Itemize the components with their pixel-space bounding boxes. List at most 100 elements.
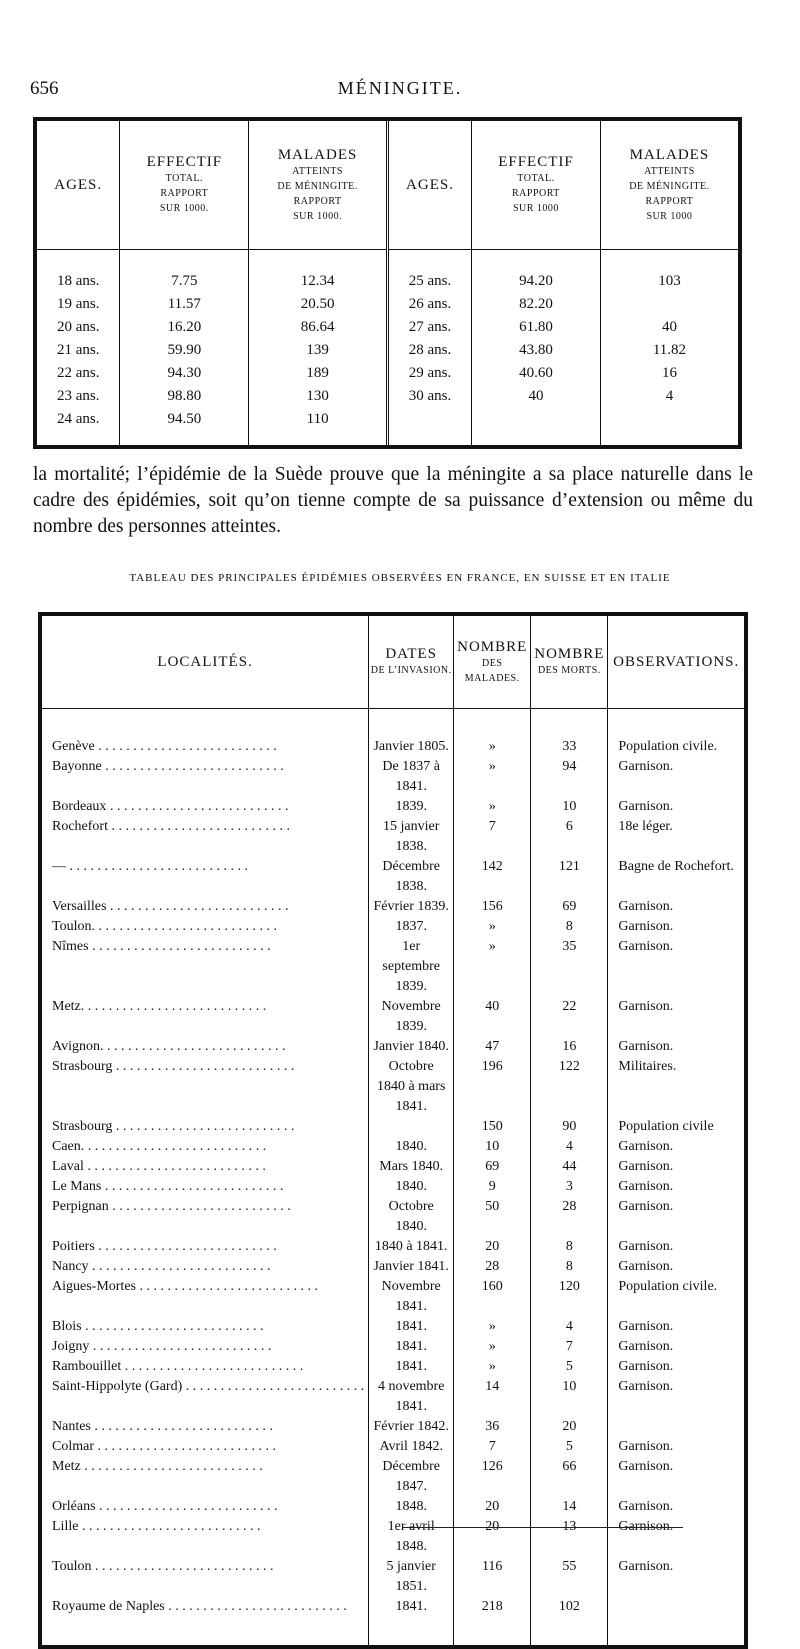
table-cell: Aigues-Mortes: [40, 1277, 369, 1317]
table-cell: Avignon.: [40, 1037, 369, 1057]
footer-rule: [403, 1527, 683, 1528]
table-cell: 150: [453, 1117, 531, 1137]
table-cell: 156: [453, 897, 531, 917]
table-cell: 5 janvier 1851.: [368, 1557, 454, 1597]
table-cell: Blois: [40, 1317, 369, 1337]
table-cell: 1839.: [368, 797, 454, 817]
table-cell: Novembre 1839.: [368, 997, 454, 1037]
table-cell: 98.80: [119, 385, 249, 408]
table-cell: Garnison.: [607, 917, 746, 937]
header-line: NOMBRE: [534, 646, 605, 662]
table-cell: Garnison.: [607, 1157, 746, 1177]
table-cell: 1841.: [368, 1337, 454, 1357]
table-row: 20 ans. 16.20 86.64 27 ans. 61.80 40: [35, 316, 740, 339]
table-cell: 3: [530, 1177, 608, 1197]
table-cell: 7: [453, 817, 531, 857]
table-cell: 16: [530, 1037, 608, 1057]
header-line: RAPPORT: [160, 188, 209, 199]
table-cell: 20: [453, 1517, 531, 1557]
table-cell: 36: [453, 1417, 531, 1437]
table-row: 19 ans. 11.57 20.50 26 ans. 82.20: [35, 293, 740, 316]
table-cell: 40.60: [471, 362, 601, 385]
table-cell: 1841.: [368, 1317, 454, 1337]
table-cell: 20: [453, 1497, 531, 1517]
table-cell: 40: [471, 385, 601, 408]
table-cell: Octobre 1840.: [368, 1197, 454, 1237]
table-cell: 43.80: [471, 339, 601, 362]
table-cell: Garnison.: [607, 757, 746, 797]
age-table: AGES. EFFECTIF TOTAL. RAPPORT SUR 1000. MALAD…: [33, 117, 742, 449]
table-cell: 86.64: [248, 316, 388, 339]
table-cell: —: [40, 857, 369, 897]
header-line: DE L’INVASION.: [370, 665, 452, 676]
table-cell: 16: [599, 362, 740, 385]
table-cell: Bayonne: [40, 757, 369, 797]
table-cell: Lille: [40, 1517, 369, 1557]
table-cell: Strasbourg: [40, 1117, 369, 1137]
table-cell: 11.82: [599, 339, 740, 362]
table-cell: 59.90: [119, 339, 249, 362]
header-line: NOMBRE: [457, 638, 528, 655]
table-cell: 6: [530, 817, 608, 857]
table-cell: Garnison.: [607, 1197, 746, 1237]
column-header: AGES.: [35, 119, 120, 250]
column-header: EFFECTIF TOTAL. RAPPORT SUR 1000.: [119, 119, 249, 250]
table-cell: 19 ans.: [56, 296, 100, 312]
table-row: 24 ans. 94.50 110: [35, 408, 740, 447]
column-header: NOMBRE DES MORTS.: [530, 614, 608, 709]
table-cell: 110: [248, 408, 388, 447]
table-cell: 40: [453, 997, 531, 1037]
table-cell: 14: [530, 1497, 608, 1517]
table-cell: Garnison.: [607, 1377, 746, 1417]
table-cell: Garnison.: [607, 997, 746, 1037]
header-line: DES MORTS.: [537, 665, 601, 676]
table-cell: 30 ans.: [385, 385, 472, 408]
table-cell: 25 ans.: [385, 249, 472, 293]
table-cell: Garnison.: [607, 1337, 746, 1357]
table-cell: Garnison.: [607, 1317, 746, 1337]
table-cell: 26 ans.: [385, 293, 472, 316]
header-line: DE MÉNINGITE.: [629, 180, 710, 192]
column-header: OBSERVATIONS.: [607, 614, 746, 709]
header-line: ATTEINTS: [644, 165, 695, 177]
header-line: AGES.: [54, 176, 103, 193]
header-line: SUR 1000.: [293, 210, 343, 222]
table-row: 22 ans. 94.30 189 29 ans. 40.60 16: [35, 362, 740, 385]
table-cell: 22 ans.: [56, 365, 100, 381]
table-cell: 122: [530, 1057, 608, 1117]
table-row: Saint-Hippolyte (Gard)4 novembre 1841.14…: [40, 1377, 746, 1417]
column-header: DATES DE L’INVASION.: [368, 614, 454, 709]
header-row: LOCALITÉS. DATES DE L’INVASION. NOMBRE DES M…: [40, 614, 746, 709]
table-cell: »: [453, 1357, 531, 1377]
table-cell: 11.57: [119, 293, 249, 316]
table-cell: 28: [530, 1197, 608, 1237]
table-cell: 142: [453, 857, 531, 897]
header-line: DES MALADES.: [464, 657, 520, 684]
table-cell: Versailles: [40, 897, 369, 917]
table-cell: 13: [530, 1517, 608, 1557]
table-cell: Nancy: [40, 1257, 369, 1277]
table-cell: Rambouillet: [40, 1357, 369, 1377]
table-cell: 1848.: [368, 1497, 454, 1517]
header-line: SUR 1000: [512, 203, 559, 214]
table-cell: 20.50: [248, 293, 388, 316]
table-cell: 1841.: [368, 1357, 454, 1377]
table-cell: 35: [530, 937, 608, 997]
header-row: AGES. EFFECTIF TOTAL. RAPPORT SUR 1000. MALAD…: [35, 119, 740, 250]
table-body: 18 ans. 7.75 12.34 25 ans. 94.20 103 19 ans. 11…: [35, 249, 740, 447]
table-cell: Garnison.: [607, 1037, 746, 1057]
table-row: StrasbourgOctobre 1840 à mars 1841.19612…: [40, 1057, 746, 1117]
table-cell: 27 ans.: [385, 316, 472, 339]
table-cell: 82.20: [471, 293, 601, 316]
table-cell: [607, 1597, 746, 1647]
